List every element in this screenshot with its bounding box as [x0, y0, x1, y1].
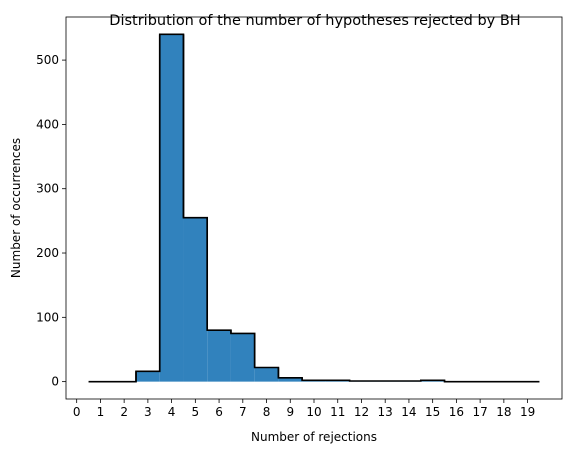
y-tick-label: 300	[36, 182, 59, 196]
y-tick-label: 0	[51, 375, 59, 389]
x-tick-label: 0	[73, 405, 81, 419]
histogram-bar	[230, 333, 255, 382]
x-tick-label: 16	[449, 405, 464, 419]
plot-frame	[65, 16, 563, 400]
x-tick-label: 10	[306, 405, 321, 419]
x-tick-label: 18	[496, 405, 511, 419]
x-tick-label: 13	[378, 405, 393, 419]
histogram-bar	[183, 217, 208, 382]
histogram-step-outline	[88, 33, 540, 383]
histogram-bar	[136, 371, 160, 382]
chart-title: Distribution of the number of hypotheses…	[109, 13, 520, 29]
x-tick-label: 5	[192, 405, 200, 419]
x-tick-label: 8	[263, 405, 271, 419]
histogram-bar	[254, 367, 279, 382]
y-tick-label: 100	[36, 310, 59, 324]
plot-area	[88, 33, 540, 383]
x-tick-label: 15	[425, 405, 440, 419]
histogram-bar	[159, 34, 184, 382]
x-tick-label: 6	[215, 405, 223, 419]
x-tick-label: 3	[144, 405, 152, 419]
x-tick-label: 14	[401, 405, 416, 419]
y-tick-label: 200	[36, 246, 59, 260]
x-tick-label: 19	[520, 405, 535, 419]
x-tick-label: 7	[239, 405, 247, 419]
x-tick-label: 12	[354, 405, 369, 419]
histogram-bar	[278, 377, 303, 382]
x-tick-label: 1	[97, 405, 105, 419]
histogram-bar	[207, 330, 231, 382]
y-tick-label: 400	[36, 117, 59, 131]
y-tick-label: 500	[36, 53, 59, 67]
x-axis-ticks: 0 1 2 3 4 5 6 7 8 9 10 11 12 13 14 15 16 17 18 19	[73, 399, 535, 419]
y-axis-ticks: 0 100 200 300 400 500	[36, 53, 66, 389]
x-tick-label: 9	[286, 405, 294, 419]
y-axis-label: Number of occurrences	[9, 138, 23, 278]
x-tick-label: 11	[330, 405, 345, 419]
x-axis-label: Number of rejections	[251, 430, 377, 444]
x-tick-label: 17	[472, 405, 487, 419]
x-tick-label: 2	[120, 405, 128, 419]
x-tick-label: 4	[168, 405, 176, 419]
